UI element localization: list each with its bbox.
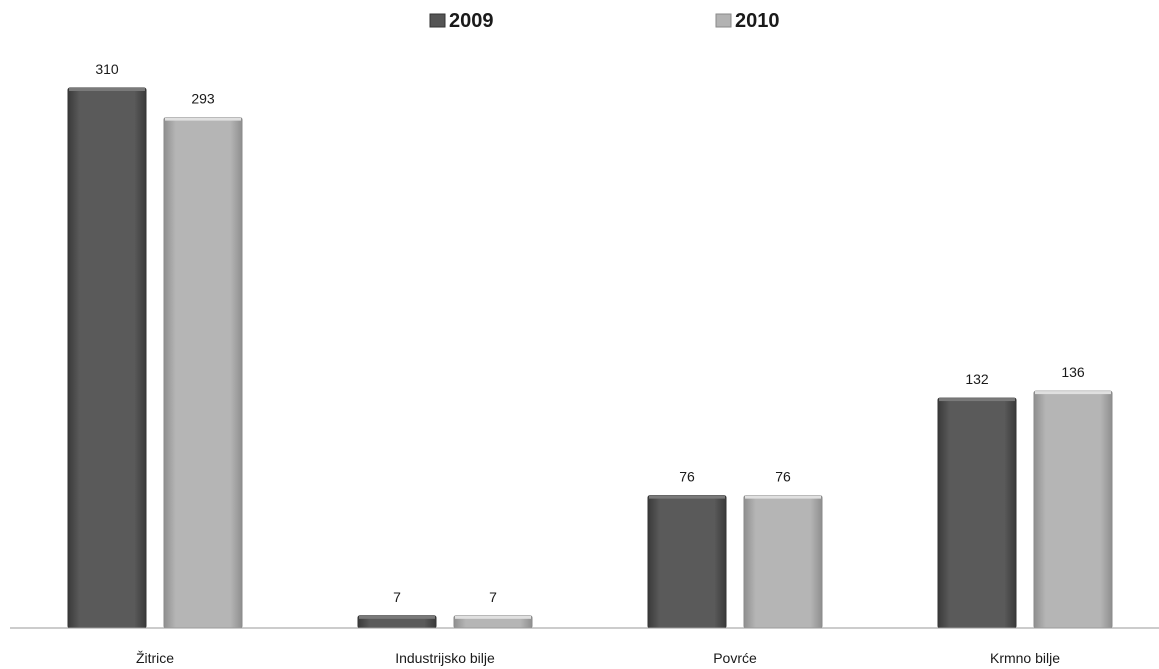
category-label-2: Povrće (713, 650, 757, 666)
bar-highlight-2010-0 (165, 117, 241, 121)
bar-highlight-2009-3 (939, 398, 1015, 402)
data-label-2009-3: 132 (965, 371, 989, 387)
bar-2009-3 (937, 397, 1017, 629)
category-label-0: Žitrice (136, 650, 174, 666)
bar-2009-0 (67, 87, 147, 629)
data-labels-group: 310 293 7 7 76 76 132 136 (95, 61, 1085, 605)
bar-2010-3 (1033, 390, 1113, 629)
bar-2009-2 (647, 495, 727, 629)
bars-group (67, 87, 1113, 629)
data-label-2009-0: 310 (95, 61, 119, 77)
category-label-3: Krmno bilje (990, 650, 1060, 666)
data-label-2010-3: 136 (1061, 364, 1085, 380)
legend-swatch-2009 (429, 13, 446, 28)
legend-label-2009: 2009 (449, 10, 494, 32)
category-label-1: Industrijsko bilje (395, 650, 495, 666)
bar-2010-0 (163, 117, 243, 629)
category-labels-group: Žitrice Industrijsko bilje Povrće Krmno bil… (136, 650, 1060, 666)
data-label-2010-1: 7 (489, 589, 497, 605)
bar-highlight-2010-1 (455, 615, 531, 619)
data-label-2009-2: 76 (679, 469, 695, 485)
bar-highlight-2009-2 (649, 495, 725, 499)
data-label-2010-0: 293 (191, 91, 215, 107)
legend: 2009 2010 (429, 10, 780, 32)
bar-highlight-2010-3 (1035, 391, 1111, 395)
bar-highlight-2010-2 (745, 495, 821, 499)
legend-swatch-2010 (715, 13, 732, 28)
data-label-2010-2: 76 (775, 469, 791, 485)
bar-highlight-2009-0 (69, 88, 145, 91)
legend-label-2010: 2010 (735, 10, 780, 32)
bar-2010-2 (743, 495, 823, 629)
data-label-2009-1: 7 (393, 589, 401, 605)
bar-highlight-2009-1 (359, 615, 435, 619)
